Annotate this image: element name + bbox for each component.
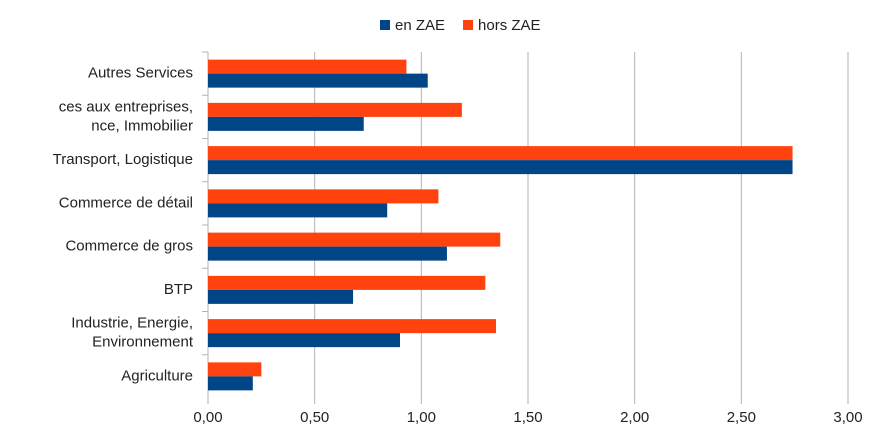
bar bbox=[208, 102, 462, 117]
bar bbox=[208, 59, 407, 74]
y-tick-label: Commerce de gros bbox=[65, 238, 193, 255]
legend-label: hors ZAE bbox=[478, 17, 541, 34]
bar bbox=[208, 203, 388, 218]
y-tick-label: Industrie, Energie, Environnement bbox=[71, 315, 194, 351]
legend-swatch bbox=[463, 20, 474, 30]
bar bbox=[208, 376, 253, 391]
bar bbox=[208, 289, 354, 304]
bar bbox=[208, 232, 501, 247]
y-tick-label-line: ces aux entreprises, bbox=[59, 98, 193, 115]
y-tick-label: ces aux entreprises, nce, Immobilier bbox=[59, 98, 193, 134]
y-tick-label: Commerce de détail bbox=[59, 194, 193, 211]
y-tick-label: Transport, Logistique bbox=[53, 151, 193, 168]
y-tick-label-line: BTP bbox=[164, 281, 193, 298]
x-tick-label: 2,00 bbox=[620, 409, 649, 426]
bar bbox=[208, 246, 447, 261]
y-tick-label: Autres Services bbox=[88, 65, 193, 82]
x-tick-label: 1,50 bbox=[513, 409, 542, 426]
y-tick-label-line: Industrie, Energie, bbox=[71, 315, 193, 332]
bar bbox=[208, 160, 793, 175]
bar bbox=[208, 116, 364, 131]
bar bbox=[208, 275, 486, 290]
y-tick-label-line: nce, Immobilier bbox=[91, 117, 193, 134]
bar bbox=[208, 333, 400, 348]
y-tick-label-line: Autres Services bbox=[88, 65, 193, 82]
x-tick-label: 3,00 bbox=[833, 409, 862, 426]
x-tick-label: 1,00 bbox=[407, 409, 436, 426]
y-tick-label-line: Transport, Logistique bbox=[53, 151, 193, 168]
y-tick-label: BTP bbox=[164, 281, 193, 298]
bar bbox=[208, 189, 439, 204]
y-tick-label: Agriculture bbox=[121, 367, 193, 384]
bar bbox=[208, 362, 262, 377]
x-tick-label: 0,00 bbox=[193, 409, 222, 426]
x-tick-label: 2,50 bbox=[727, 409, 756, 426]
legend-label: en ZAE bbox=[395, 17, 445, 34]
bar bbox=[208, 319, 496, 334]
y-tick-label-line: Commerce de détail bbox=[59, 194, 193, 211]
x-tick-label: 0,50 bbox=[300, 409, 329, 426]
bar bbox=[208, 73, 428, 88]
bar bbox=[208, 146, 793, 161]
y-tick-label-line: Commerce de gros bbox=[65, 238, 193, 255]
legend-swatch bbox=[380, 20, 390, 30]
y-tick-label-line: Environnement bbox=[92, 334, 194, 351]
y-tick-label-line: Agriculture bbox=[121, 367, 193, 384]
